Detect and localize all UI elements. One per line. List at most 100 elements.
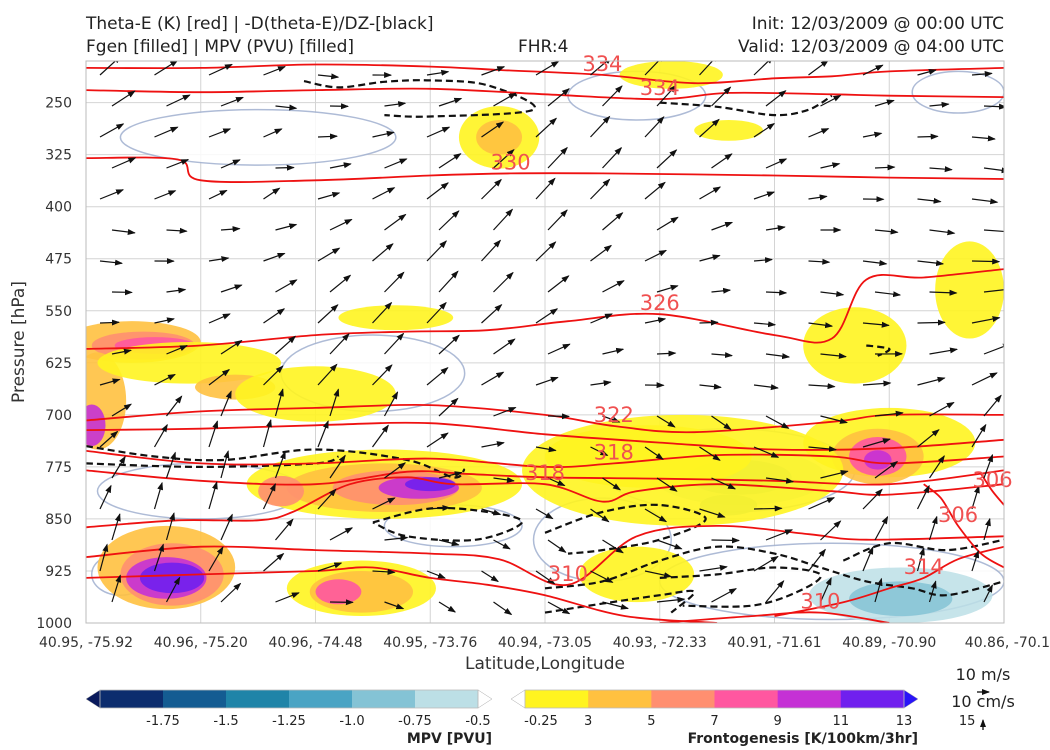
theta-e-contour — [86, 403, 1004, 434]
wind-arrow — [547, 88, 570, 107]
wind-arrow — [372, 243, 394, 262]
wind-arrow — [384, 271, 405, 293]
wind-arrow — [602, 212, 624, 231]
wind-arrow — [384, 462, 407, 479]
wind-arrow — [438, 153, 462, 169]
wind-arrow — [644, 446, 664, 460]
wind-arrow — [820, 470, 849, 479]
wind-arrow — [602, 477, 621, 491]
wind-arrow — [699, 508, 726, 518]
fgen-colorbar-segment — [651, 690, 715, 708]
wind-arrow — [819, 577, 832, 603]
fgen-fill — [476, 119, 523, 155]
wind-arrow — [208, 368, 230, 386]
wind-arrow — [166, 287, 187, 294]
wind-arrow — [602, 146, 623, 169]
theta-e-contour — [659, 611, 890, 623]
fgen-fill — [803, 307, 907, 384]
fgen-colorbar-end-left — [510, 689, 526, 709]
wind-arrow — [983, 228, 1004, 235]
wind-arrow — [111, 229, 136, 235]
mpv-colorbar-segment — [100, 690, 164, 708]
wind-arrow — [971, 198, 999, 205]
y-tick-label: 625 — [45, 356, 72, 372]
wind-arrow — [917, 260, 945, 267]
wind-arrow — [384, 101, 407, 108]
wind-arrow — [220, 582, 242, 603]
wind-arrow — [535, 308, 559, 324]
wind-arrow — [983, 289, 1004, 293]
mpv-colorbar-tick-label: -0.75 — [398, 714, 432, 729]
wind-arrow — [656, 149, 678, 169]
theta-e-label: 314 — [904, 555, 944, 579]
wind-arrow — [384, 535, 409, 542]
fgen-colorbar-segment — [777, 690, 842, 708]
wind-arrow — [711, 221, 734, 231]
theta-e-contour-labels: 334 334 330 326 322 318 318 310 306 306 314 310 — [491, 52, 1013, 614]
theta-e-label: 334 — [582, 52, 622, 76]
wind-arrow — [983, 453, 994, 479]
wind-arrow — [384, 213, 407, 231]
wind-arrow — [275, 104, 298, 111]
theta-e-label: 330 — [491, 150, 531, 174]
wind-arrow — [111, 574, 122, 603]
wind-arrow — [154, 317, 175, 324]
wind-arrow — [656, 350, 677, 357]
header-valid: Valid: 12/03/2009 @ 04:00 UTC — [738, 37, 1004, 57]
wind-arrow — [493, 406, 517, 417]
wind-arrow — [220, 513, 233, 541]
wind-arrow — [862, 64, 884, 76]
wind-arrow — [372, 130, 395, 138]
wind-arrow — [372, 497, 396, 510]
wind-arrow — [590, 570, 614, 583]
wind-arrow — [711, 477, 737, 490]
mpv-colorbar-frame — [99, 689, 479, 709]
wind-arrow — [808, 548, 826, 572]
wind-arrow — [383, 391, 399, 417]
mpv-fill — [849, 581, 953, 617]
wind-arrow — [820, 520, 842, 541]
wind-arrow — [862, 438, 891, 448]
wind-arrow — [590, 446, 609, 456]
fgen-colorbar-tick-label: 5 — [647, 714, 655, 729]
wind-arrow — [929, 347, 958, 355]
y-tick-label: 250 — [45, 96, 72, 112]
wind-arrow — [765, 353, 791, 360]
wind-arrow — [917, 197, 942, 204]
fgen-fill — [694, 119, 764, 141]
wind-arrow — [153, 423, 168, 448]
wind-arrow — [154, 61, 179, 76]
wind-arrow — [329, 218, 353, 231]
y-tick-label: 700 — [45, 408, 72, 424]
fgen-colorbar-segment — [588, 690, 652, 708]
wind-arrow — [765, 158, 788, 169]
wind-arrow — [275, 223, 298, 231]
wind-arrow — [711, 415, 732, 430]
wind-arrow — [166, 395, 183, 417]
theta-e-label: 326 — [640, 291, 680, 315]
wind-arrow — [329, 274, 352, 293]
theta-e-label: 310 — [548, 562, 588, 586]
theta-e-contour — [86, 566, 718, 623]
wind-vectors — [99, 61, 1004, 616]
wind-arrow — [262, 419, 272, 448]
wind-arrow — [602, 539, 624, 554]
wind-arrow — [481, 508, 502, 516]
fgen-fill — [338, 305, 454, 331]
wind-arrow — [983, 103, 1004, 110]
wind-arrow — [275, 279, 298, 293]
mpv-colorbar-end-left — [85, 689, 101, 709]
wind-arrow — [384, 158, 408, 169]
wind-arrow — [166, 159, 190, 169]
wind-arrow — [372, 424, 389, 448]
fgen-fill — [97, 342, 282, 384]
wind-arrow — [753, 446, 780, 458]
wind-arrow — [656, 84, 677, 107]
wind-arrow — [154, 190, 177, 200]
wind-arrow — [699, 61, 719, 76]
theta-e-contours — [86, 63, 1004, 623]
x-tick-label: 40.89, -70.90 — [842, 635, 936, 651]
wind-arrow — [644, 181, 666, 200]
wind-arrow — [862, 260, 888, 267]
fgen-colorbar-segment — [714, 690, 779, 708]
